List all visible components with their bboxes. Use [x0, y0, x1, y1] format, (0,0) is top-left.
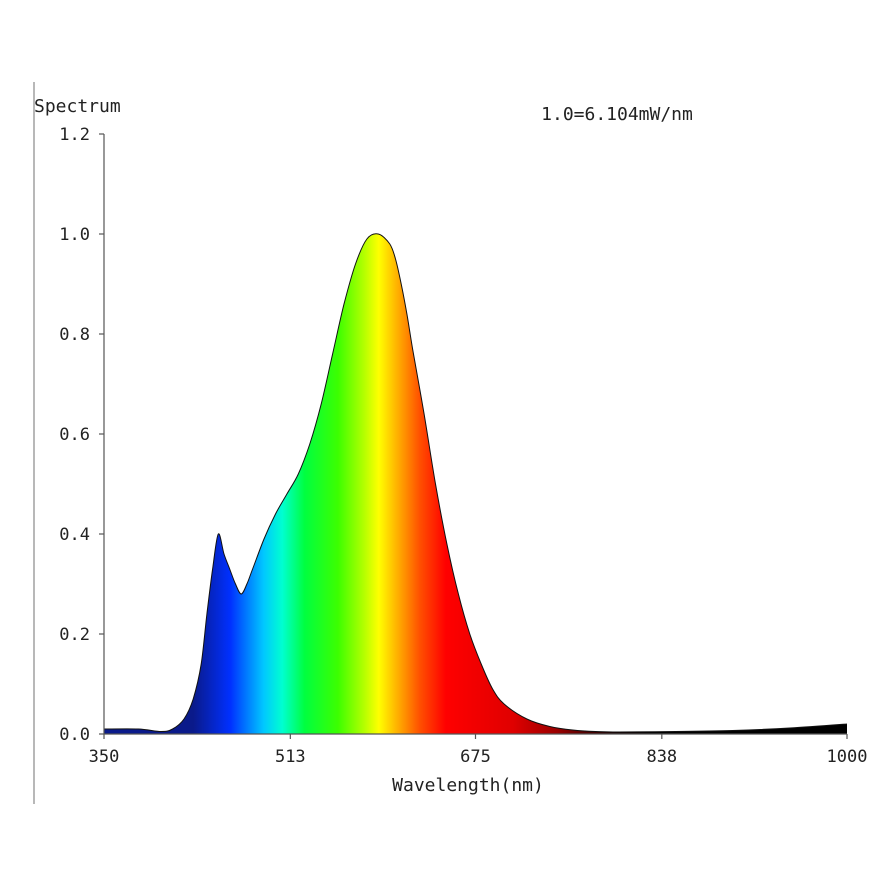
y-tick-label: 1.0 — [59, 225, 90, 245]
y-axis-ticks: 0.0 0.2 0.4 0.6 0.8 1.0 1.2 — [59, 125, 104, 745]
x-tick-label: 675 — [460, 747, 491, 767]
scale-annotation: 1.0=6.104mW/nm — [541, 104, 693, 125]
x-tick-label: 513 — [275, 747, 306, 767]
x-axis-ticks: 350 513 675 838 1000 — [89, 734, 868, 767]
y-tick-label: 0.4 — [59, 525, 90, 545]
spectrum-area — [104, 233, 847, 734]
y-tick-label: 0.6 — [59, 425, 90, 445]
x-axis-title: Wavelength(nm) — [392, 775, 544, 796]
y-tick-label: 0.2 — [59, 625, 90, 645]
x-tick-label: 1000 — [827, 747, 868, 767]
y-axis-title: Spectrum — [34, 96, 121, 117]
x-tick-label: 350 — [89, 747, 120, 767]
spectrum-line — [103, 233, 848, 733]
plot-area — [103, 233, 848, 734]
y-tick-label: 0.8 — [59, 325, 90, 345]
y-tick-label: 0.0 — [59, 725, 90, 745]
x-tick-label: 838 — [646, 747, 677, 767]
y-tick-label: 1.2 — [59, 125, 90, 145]
